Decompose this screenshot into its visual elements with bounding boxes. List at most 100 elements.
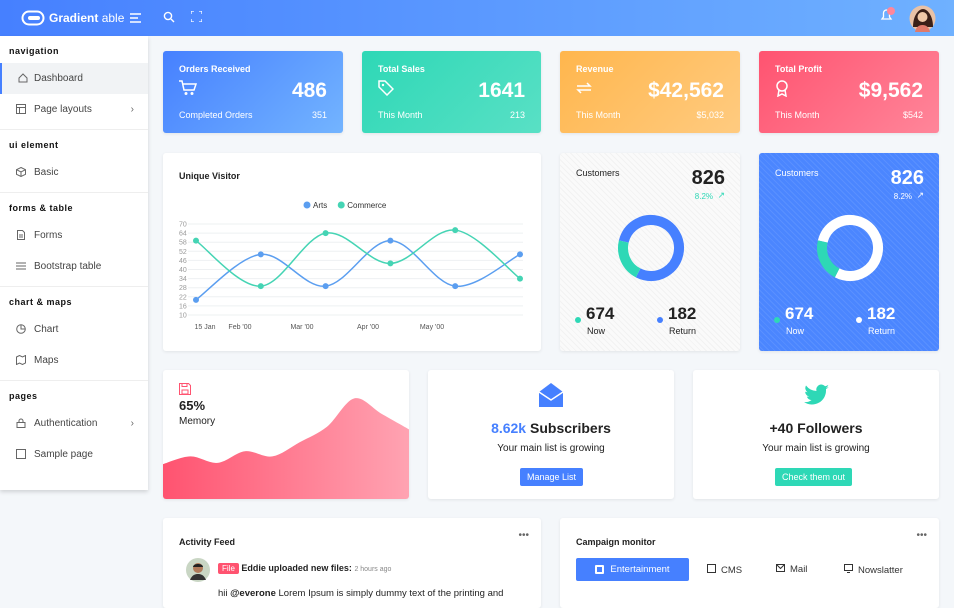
stat-title: Orders Received [179,64,251,74]
nav-item[interactable]: Chart [0,314,148,345]
tab[interactable]: Entertainment [576,558,689,581]
customer-total: 826 [691,167,725,189]
legend-dot [856,317,862,323]
point [517,251,523,258]
activity-title: Activity Feed [179,537,236,547]
menu-toggle[interactable] [130,13,142,23]
subscriber-count: 8.62k [491,420,527,436]
stat-card: Revenue $42,562 This Month $5,032 [560,51,740,133]
nav-section-title: pages [9,391,38,401]
y-tick-label: 70 [179,222,187,229]
customer-now: 674 [785,304,814,323]
nav-item[interactable]: Maps [0,345,148,376]
subscriber-text: Your main list is growing [497,443,605,454]
stat-value: 1641 [478,79,525,102]
activity-body: Lorem Ipsum is simply dummy text of the … [278,588,504,599]
stat-card: Total Sales 1641 This Month 213 [362,51,541,133]
line-chart: 70 64 58 52 46 40 34 28 22 16 10 15 Jan Feb '00 Mar '… [179,201,523,331]
activity-avatar [186,558,210,582]
campaign-card: Campaign monitor ••• Entertainment CMS M… [560,518,939,608]
nav-item[interactable]: Dashboard [0,63,148,94]
tab[interactable]: CMS [707,564,742,576]
followers-card: +40 Followers Your main list is growing … [693,370,939,499]
nav-item[interactable]: Basic [0,157,148,188]
search[interactable] [163,11,175,23]
campaign-title: Campaign monitor [576,537,656,547]
brand[interactable]: Gradient able [49,11,124,25]
card-title: Customers [576,168,620,178]
point [257,251,264,258]
stat-card: Orders Received 486 Completed Orders 351 [163,51,343,133]
tab[interactable]: Nowslatter [844,564,903,576]
legend-label: Arts [313,201,327,210]
fullscreen[interactable] [191,11,202,22]
x-tick-label: Feb '00 [228,324,251,331]
nav-section-title: forms & table [9,203,74,213]
tab-label: Nowslatter [858,565,903,576]
y-tick-label: 58 [179,240,187,247]
x-tick-label: Apr '00 [357,324,379,331]
memory-label: Memory [179,416,216,427]
y-tick-label: 64 [179,231,187,238]
stat-sub: $5,032 [696,110,724,120]
stat-card: Total Profit $9,562 This Month $542 [759,51,939,133]
memory-value: 65% [179,398,206,413]
nav-label: Forms [34,230,63,241]
nav-item[interactable]: Page layouts › [0,94,148,125]
user-avatar[interactable] [909,5,936,32]
stat-title: Revenue [576,64,614,74]
memory-card: 65% Memory [163,370,409,499]
point [322,230,329,237]
legend-dot [657,317,663,323]
y-tick-label: 16 [179,303,187,310]
point [517,275,523,282]
point [452,283,459,290]
y-tick-label: 10 [179,313,187,320]
nav-section-title: ui element [9,140,59,150]
brand-name: Gradient [49,11,99,25]
area-chart [163,398,409,499]
tab[interactable]: Mail [776,564,807,575]
card-menu[interactable]: ••• [916,530,927,541]
stat-value: $9,562 [858,79,923,102]
manage-button[interactable]: Manage List [520,468,584,486]
nav-item[interactable]: Authentication › [0,408,148,439]
y-tick-label: 40 [179,267,187,274]
y-tick-label: 52 [179,249,187,256]
followers-button[interactable]: Check them out [775,468,853,486]
legend-swatch [303,201,311,209]
tab-label: CMS [721,565,743,576]
x-tick-label: Mar '00 [290,324,313,331]
notifications[interactable] [878,6,898,24]
card-menu[interactable]: ••• [518,530,529,541]
point [193,296,199,303]
activity-greeting: hii [218,588,228,599]
nav-item[interactable]: Bootstrap table [0,251,148,282]
sidebar: navigation Dashboard Page layouts › ui el… [0,36,148,490]
donut-chart [618,214,684,281]
nav-item[interactable]: Sample page [0,439,148,470]
nav-item[interactable]: Forms [0,220,148,251]
y-tick-label: 28 [179,285,187,292]
stat-label: This Month [378,110,423,120]
subscribers-card: 8.62k Subscribers Your main list is grow… [428,370,674,499]
stat-label: This Month [576,110,621,120]
nav-label: Authentication [34,418,98,429]
customer-total: 826 [890,167,924,189]
donut-segment [618,214,684,281]
legend-swatch [337,201,345,209]
nav-section-title: navigation [9,46,60,56]
legend-dot [774,317,780,323]
activity-time: 2 hours ago [354,566,392,573]
stat-value: $42,562 [648,79,724,102]
y-tick-label: 46 [179,258,187,265]
nav-label: Chart [34,324,59,335]
legend-label: Commerce [347,201,387,210]
trend-icon: ↗ [916,190,924,200]
customer-return: 182 [867,304,896,323]
x-tick-label: May '00 [420,324,444,331]
customer-return: 182 [668,304,697,323]
visitor-card: Unique Visitor 70 64 58 52 46 40 34 28 22 16 10 15 … [163,153,541,351]
nav-section-title: chart & maps [9,297,73,307]
top-bar: Gradient able [0,0,954,36]
